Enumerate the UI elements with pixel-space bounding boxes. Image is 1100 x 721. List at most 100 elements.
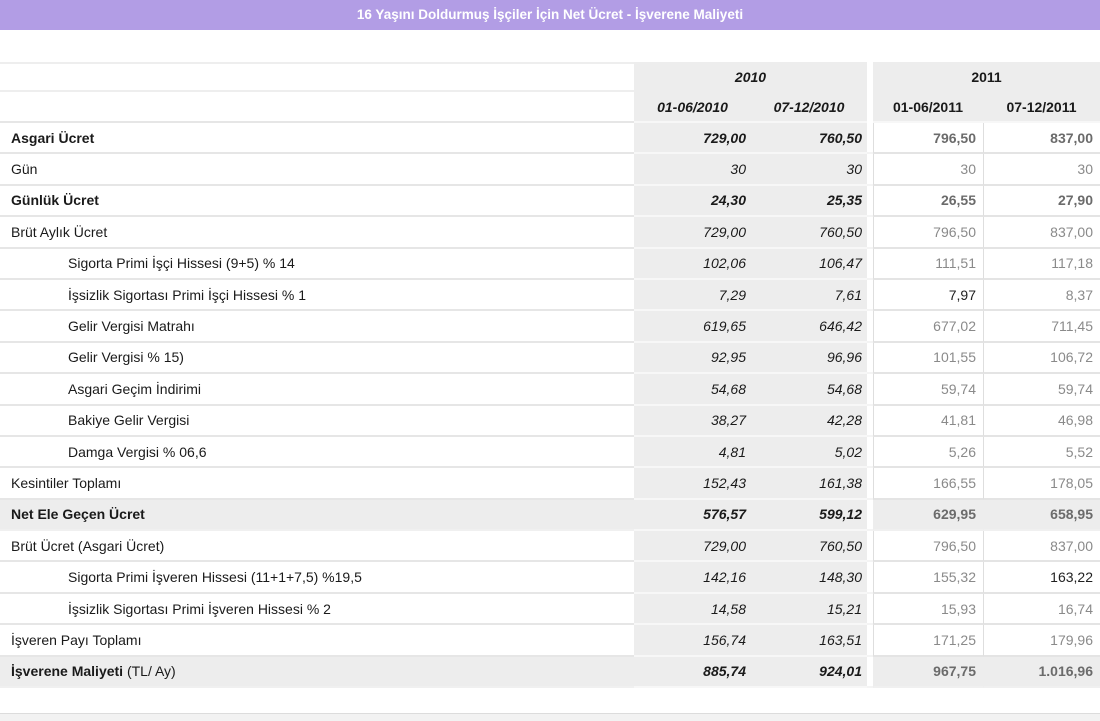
table-row: Brüt Aylık Ücret 729,00 760,50 796,50 837,00 <box>0 217 1100 249</box>
value-cell: 142,16 <box>634 562 751 594</box>
value-cell: 4,81 <box>634 436 751 469</box>
value-cell: 54,68 <box>634 374 751 406</box>
value-cell: 729,00 <box>634 123 751 155</box>
value-cell: 27,90 <box>983 185 1100 218</box>
row-label: Sigorta Primi İşçi Hissesi (9+5) % 14 <box>68 255 295 272</box>
row-label-cell: Net Ele Geçen Ücret <box>0 499 634 532</box>
value-cell: 155,32 <box>873 562 983 594</box>
row-label: Sigorta Primi İşveren Hissesi (11+1+7,5)… <box>68 569 362 586</box>
value-cell: 796,50 <box>873 123 983 155</box>
value-cell: 111,51 <box>873 248 983 280</box>
row-label-cell: Kesintiler Toplamı <box>0 468 634 500</box>
column-gap <box>867 62 873 92</box>
value-cell: 42,28 <box>751 405 867 437</box>
value-cell: 163,22 <box>983 562 1100 594</box>
row-label: Asgari Ücret <box>11 129 95 146</box>
row-label-cell: Bakiye Gelir Vergisi <box>0 405 634 437</box>
value-cell: 760,50 <box>751 531 867 563</box>
value-cell: 619,65 <box>634 311 751 343</box>
value-cell: 729,00 <box>634 217 751 249</box>
row-label: Net Ele Geçen Ücret <box>11 506 145 523</box>
column-gap <box>867 374 873 406</box>
row-label: Brüt Aylık Ücret <box>11 223 108 240</box>
row-label-cell: İşverene Maliyeti (TL/ Ay) <box>0 656 634 689</box>
row-label-cell: İşsizlik Sigortası Primi İşçi Hissesi % … <box>0 279 634 312</box>
value-cell: 885,74 <box>634 656 751 689</box>
value-cell: 30 <box>983 154 1100 186</box>
value-cell: 179,96 <box>983 625 1100 657</box>
row-label-cell: İşsizlik Sigortası Primi İşveren Hissesi… <box>0 593 634 626</box>
title-bar: 16 Yaşını Doldurmuş İşçiler İçin Net Ücr… <box>0 0 1100 30</box>
table-row: Sigorta Primi İşveren Hissesi (11+1+7,5)… <box>0 562 1100 594</box>
value-cell: 59,74 <box>873 374 983 406</box>
row-label-cell: Damga Vergisi % 06,6 <box>0 436 634 469</box>
table-row: Gün 30 30 30 30 <box>0 154 1100 186</box>
value-cell: 711,45 <box>983 311 1100 343</box>
value-cell: 5,02 <box>751 436 867 469</box>
table-row: Gelir Vergisi Matrahı 619,65 646,42 677,02 7… <box>0 311 1100 343</box>
value-cell: 7,61 <box>751 279 867 312</box>
table-row: Damga Vergisi % 06,6 4,81 5,02 5,26 5,52 <box>0 436 1100 469</box>
table-row: Günlük Ücret 24,30 25,35 26,55 27,90 <box>0 185 1100 218</box>
column-gap <box>867 311 873 343</box>
value-cell: 102,06 <box>634 248 751 280</box>
row-label: İşverene Maliyeti <box>11 663 124 680</box>
value-cell: 646,42 <box>751 311 867 343</box>
table-row: Gelir Vergisi % 15) 92,95 96,96 101,55 106,7… <box>0 342 1100 375</box>
column-gap <box>867 248 873 280</box>
value-cell: 30 <box>751 154 867 186</box>
column-gap <box>867 154 873 186</box>
col-header-07-12-2010: 07-12/2010 <box>751 92 867 123</box>
value-cell: 46,98 <box>983 405 1100 437</box>
column-header-row: 01-06/2010 07-12/2010 01-06/2011 07-12/2… <box>0 92 1100 123</box>
value-cell: 148,30 <box>751 562 867 594</box>
row-label: Gelir Vergisi % 15) <box>68 349 184 366</box>
row-label: Damga Vergisi % 06,6 <box>68 443 207 460</box>
value-cell: 101,55 <box>873 342 983 375</box>
page-title: 16 Yaşını Doldurmuş İşçiler İçin Net Ücr… <box>356 7 744 22</box>
row-label: Brüt Ücret (Asgari Ücret) <box>11 537 165 554</box>
col-header-01-06-2011: 01-06/2011 <box>873 92 983 123</box>
row-label-cell: Brüt Aylık Ücret <box>0 217 634 249</box>
column-gap <box>867 593 873 626</box>
table-row: İşsizlik Sigortası Primi İşveren Hissesi… <box>0 593 1100 626</box>
value-cell: 729,00 <box>634 531 751 563</box>
value-cell: 41,81 <box>873 405 983 437</box>
column-gap <box>867 531 873 563</box>
value-cell: 924,01 <box>751 656 867 689</box>
row-label-cell: Brüt Ücret (Asgari Ücret) <box>0 531 634 563</box>
row-label-cell: Günlük Ücret <box>0 185 634 218</box>
value-cell: 1.016,96 <box>983 656 1100 689</box>
col-header-07-12-2011: 07-12/2011 <box>983 92 1100 123</box>
table-row: Kesintiler Toplamı 152,43 161,38 166,55 178,… <box>0 468 1100 500</box>
value-cell: 171,25 <box>873 625 983 657</box>
value-cell: 161,38 <box>751 468 867 500</box>
value-cell: 152,43 <box>634 468 751 500</box>
column-gap <box>867 342 873 375</box>
value-cell: 5,26 <box>873 436 983 469</box>
value-cell: 5,52 <box>983 436 1100 469</box>
row-label-cell: Asgari Ücret <box>0 123 634 155</box>
row-label-cell: İşveren Payı Toplamı <box>0 625 634 657</box>
row-label: İşveren Payı Toplamı <box>11 631 142 648</box>
table-row: İşsizlik Sigortası Primi İşçi Hissesi % … <box>0 279 1100 312</box>
value-cell: 25,35 <box>751 185 867 218</box>
value-cell: 166,55 <box>873 468 983 500</box>
value-cell: 96,96 <box>751 342 867 375</box>
row-label: Bakiye Gelir Vergisi <box>68 412 190 429</box>
column-gap <box>867 185 873 218</box>
value-cell: 24,30 <box>634 185 751 218</box>
row-label-suffix: (TL/ Ay) <box>123 663 176 680</box>
row-label-cell: Sigorta Primi İşveren Hissesi (11+1+7,5)… <box>0 562 634 594</box>
value-cell: 59,74 <box>983 374 1100 406</box>
value-cell: 576,57 <box>634 499 751 532</box>
header-blank-cell <box>0 62 634 92</box>
row-label: İşsizlik Sigortası Primi İşveren Hissesi… <box>68 600 331 617</box>
value-cell: 106,72 <box>983 342 1100 375</box>
value-cell: 30 <box>634 154 751 186</box>
value-cell: 14,58 <box>634 593 751 626</box>
value-cell: 15,21 <box>751 593 867 626</box>
row-label: Asgari Geçim İndirimi <box>68 380 202 397</box>
value-cell: 837,00 <box>983 531 1100 563</box>
row-label-cell: Gelir Vergisi Matrahı <box>0 311 634 343</box>
